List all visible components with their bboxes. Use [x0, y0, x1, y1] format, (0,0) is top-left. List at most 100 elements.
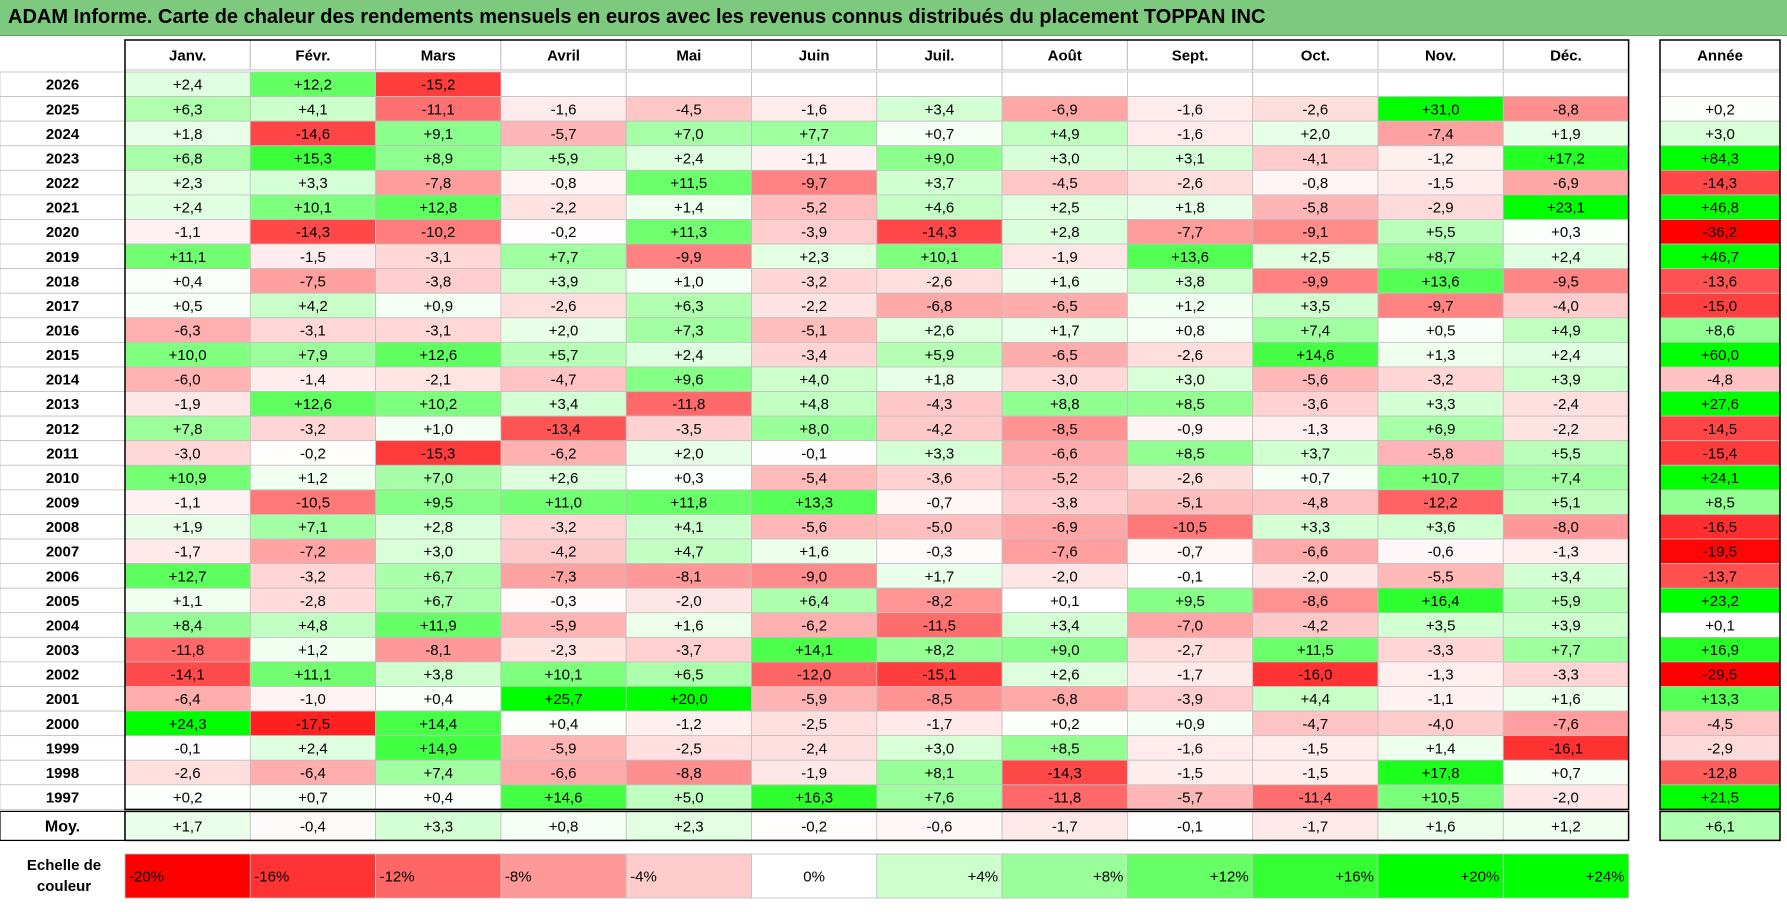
heatmap-cell-value: +1,4	[1426, 740, 1456, 757]
heatmap-cell	[1502, 415, 1630, 442]
color-scale-swatch-label: +8%	[1093, 868, 1123, 885]
heatmap-cell	[751, 317, 878, 343]
heatmap-cell-value: -12,0	[797, 667, 831, 684]
heatmap-cell	[1377, 243, 1504, 270]
table-border	[124, 39, 1630, 811]
heatmap-cell	[1252, 612, 1379, 638]
heatmap-cell-value: -8,8	[1553, 101, 1579, 118]
heatmap-cell	[1377, 415, 1504, 442]
heatmap-cell	[1127, 317, 1254, 343]
heatmap-cell	[1001, 686, 1128, 712]
heatmap-cell	[249, 120, 377, 147]
heatmap-cell-value: +10,9	[169, 470, 207, 487]
heatmap-cell-value: -8,1	[425, 642, 451, 659]
heatmap-cell-value: -9,1	[1302, 224, 1328, 241]
heatmap-cell	[625, 169, 752, 196]
heatmap-cell	[1502, 710, 1630, 737]
heatmap-cell-value: -2,3	[551, 642, 577, 659]
heatmap-cell-value: -2,0	[1553, 790, 1579, 807]
heatmap-cell	[1001, 219, 1128, 245]
heatmap-cell	[625, 710, 752, 737]
heatmap-cell	[1252, 489, 1379, 515]
heatmap-cell-value: -1,3	[1553, 544, 1579, 561]
heatmap-cell-value: +8,7	[1426, 249, 1456, 266]
row-year-label: 2022	[46, 175, 79, 192]
heatmap-cell-value: -5,1	[801, 322, 827, 339]
average-cell-value: +1,2	[1551, 818, 1581, 835]
heatmap-cell-value: -3,0	[1052, 372, 1078, 389]
heatmap-cell-value: +8,8	[1050, 396, 1080, 413]
color-scale-swatch	[1377, 853, 1504, 899]
heatmap-cell-value: +3,0	[423, 544, 453, 561]
heatmap-cell	[124, 243, 251, 270]
row-year-label: 2024	[46, 126, 80, 143]
heatmap-cell-value: +9,1	[423, 126, 453, 143]
average-cell-value: -1,7	[1302, 818, 1328, 835]
average-cell-value: +3,3	[423, 818, 453, 835]
heatmap-cell-value: +7,4	[1551, 470, 1581, 487]
heatmap-cell	[375, 514, 502, 540]
heatmap-cell-value: +3,5	[1301, 298, 1331, 315]
heatmap-cell	[375, 96, 502, 122]
heatmap-cell	[375, 366, 502, 392]
heatmap-cell-value: -5,7	[551, 126, 577, 143]
heatmap-cell-value: +15,3	[294, 150, 332, 167]
heatmap-cell-value: +5,7	[549, 347, 579, 364]
heatmap-cell-value: -8,6	[1302, 593, 1328, 610]
heatmap-cell	[500, 735, 627, 761]
heatmap-cell-value: +1,1	[173, 593, 203, 610]
heatmap-cell	[1377, 563, 1504, 589]
heatmap-cell	[500, 292, 627, 319]
heatmap-cell-value: -9,9	[676, 249, 702, 266]
heatmap-cell	[124, 587, 251, 614]
heatmap-cell-value: -2,6	[551, 298, 577, 315]
heatmap-cell-value: -2,7	[1177, 642, 1203, 659]
heatmap-cell-value: +1,7	[1050, 322, 1080, 339]
heatmap-cell	[1252, 415, 1379, 442]
heatmap-cell-value: -3,6	[1302, 396, 1328, 413]
heatmap-cell	[876, 514, 1003, 540]
column-header-label: Oct.	[1301, 47, 1330, 64]
average-cell-value: -0,2	[801, 818, 827, 835]
row-year-label: 2018	[46, 273, 79, 290]
heatmap-cell	[876, 317, 1003, 343]
annual-cell-value: +8,6	[1705, 322, 1735, 339]
heatmap-cell-value: +8,2	[925, 642, 955, 659]
heatmap-cell	[1252, 317, 1379, 343]
heatmap-cell-value: -1,5	[1177, 765, 1203, 782]
heatmap-cell	[751, 96, 878, 122]
heatmap-cell	[1252, 145, 1379, 171]
heatmap-cell	[1502, 538, 1630, 565]
heatmap-cell	[500, 317, 627, 343]
heatmap-cell-value: +8,1	[925, 765, 955, 782]
heatmap-cell	[751, 366, 878, 392]
heatmap-cell	[1001, 71, 1128, 97]
heatmap-cell-value: -8,2	[927, 593, 953, 610]
heatmap-cell-value: -2,9	[1428, 200, 1454, 217]
heatmap-cell	[1502, 317, 1630, 343]
heatmap-cell-value: -8,5	[927, 691, 953, 708]
heatmap-cell-value: +17,2	[1547, 150, 1585, 167]
column-header-label: Avril	[547, 47, 580, 64]
column-header-label: Mai	[676, 47, 701, 64]
heatmap-cell-value: -1,7	[1177, 667, 1203, 684]
row-year-cell	[0, 96, 126, 122]
color-scale-swatch-label: -20%	[129, 868, 164, 885]
heatmap-cell	[751, 735, 878, 761]
heatmap-cell	[625, 391, 752, 417]
heatmap-cell	[1252, 563, 1379, 589]
heatmap-cell	[876, 120, 1003, 147]
average-cell-value: -1,7	[1052, 818, 1078, 835]
heatmap-cell	[124, 563, 251, 589]
heatmap-cell	[1001, 735, 1128, 761]
heatmap-cell	[751, 686, 878, 712]
average-cell	[375, 811, 502, 841]
heatmap-cell-value: +0,4	[173, 273, 203, 290]
heatmap-cell-value: +14,6	[1296, 347, 1334, 364]
heatmap-cell-value: +8,5	[1175, 396, 1205, 413]
heatmap-cell	[1127, 145, 1254, 171]
row-year-cell	[0, 587, 126, 614]
heatmap-cell	[751, 538, 878, 565]
heatmap-cell	[375, 194, 502, 220]
